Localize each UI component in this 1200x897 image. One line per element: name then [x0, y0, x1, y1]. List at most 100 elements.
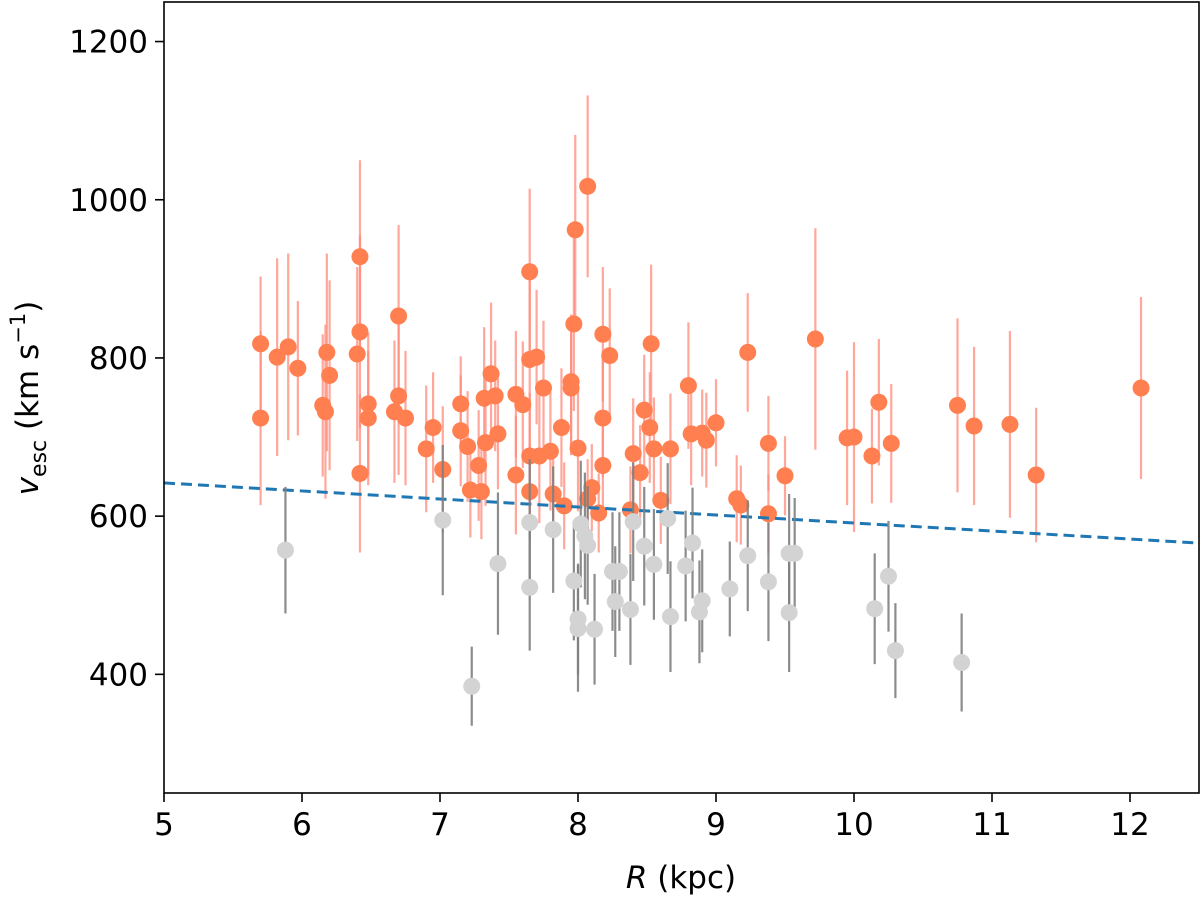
data-point — [569, 439, 587, 457]
x-tick-label: 5 — [154, 807, 174, 843]
data-point — [786, 544, 804, 562]
data-point — [276, 541, 294, 559]
data-point — [579, 177, 597, 195]
data-point — [882, 434, 900, 452]
data-point — [965, 417, 983, 435]
data-point — [624, 513, 642, 531]
data-point — [594, 457, 612, 475]
x-tick-label: 11 — [972, 807, 1011, 843]
data-point — [594, 325, 612, 343]
x-tick-label: 8 — [568, 807, 588, 843]
data-point — [351, 323, 369, 341]
data-point — [552, 419, 570, 437]
data-point — [486, 387, 504, 405]
data-point — [321, 366, 339, 384]
data-point — [565, 572, 583, 590]
y-tick-label: 800 — [89, 341, 148, 377]
x-axis-label: R (kpc) — [626, 860, 736, 896]
data-point — [279, 338, 297, 356]
data-point — [489, 555, 507, 573]
data-point — [863, 447, 881, 465]
x-tick-label: 7 — [430, 807, 450, 843]
data-point — [417, 440, 435, 458]
data-point — [693, 592, 711, 610]
data-point — [661, 440, 679, 458]
data-point — [624, 445, 642, 463]
data-point — [759, 573, 777, 591]
series-low — [276, 444, 971, 726]
y-tick-label: 1200 — [69, 25, 148, 61]
model-line — [164, 481, 1199, 545]
data-point — [521, 263, 539, 281]
data-point — [359, 409, 377, 427]
data-point — [472, 483, 490, 501]
data-point — [252, 409, 270, 427]
data-point — [652, 491, 670, 509]
series-high — [252, 95, 1150, 554]
data-point — [635, 401, 653, 419]
y-axis: 400 600 800 1000 1200 — [69, 25, 164, 693]
data-point — [489, 425, 507, 443]
data-point — [732, 496, 750, 514]
data-point — [1027, 466, 1045, 484]
data-point — [348, 345, 366, 363]
data-point — [397, 409, 414, 427]
data-point — [641, 419, 659, 437]
data-point — [707, 414, 725, 432]
data-point — [351, 464, 369, 482]
data-point — [677, 557, 695, 575]
data-point — [528, 348, 546, 366]
data-point — [359, 395, 377, 413]
data-point — [351, 248, 369, 266]
data-point — [579, 536, 597, 554]
data-point — [684, 534, 702, 552]
data-point — [318, 343, 336, 361]
data-point — [434, 511, 452, 529]
data-point — [594, 409, 612, 427]
data-point — [776, 467, 794, 485]
data-point — [759, 434, 777, 452]
data-point — [1132, 379, 1150, 397]
data-point — [949, 396, 966, 414]
data-point — [569, 619, 587, 637]
data-point — [659, 510, 677, 528]
y-tick-label: 1000 — [69, 183, 148, 219]
data-point — [697, 431, 715, 449]
data-point — [780, 604, 798, 622]
data-point — [541, 442, 559, 460]
data-point — [870, 393, 888, 411]
data-point — [452, 395, 470, 413]
data-point — [806, 330, 824, 348]
y-axis-label: vesc (km s−1) — [6, 301, 52, 496]
data-point — [880, 567, 897, 585]
data-point — [477, 434, 495, 452]
data-point — [679, 377, 697, 395]
x-tick-label: 9 — [706, 807, 726, 843]
data-point — [565, 315, 583, 333]
data-point — [289, 359, 307, 377]
data-point — [514, 396, 532, 414]
data-point — [739, 547, 757, 565]
data-point — [390, 307, 408, 325]
x-tick-label: 6 — [292, 807, 312, 843]
data-point — [390, 387, 408, 405]
data-point — [721, 580, 739, 598]
data-point — [252, 335, 270, 353]
data-point — [521, 578, 539, 596]
data-point — [739, 343, 757, 361]
data-point — [586, 620, 604, 638]
data-point — [470, 457, 488, 475]
data-point — [452, 422, 470, 440]
data-point — [268, 348, 286, 366]
x-tick-label: 10 — [834, 807, 873, 843]
y-tick-label: 600 — [89, 499, 148, 535]
data-point — [424, 419, 442, 437]
plot-area — [164, 95, 1199, 726]
data-point — [635, 537, 653, 555]
data-point — [535, 379, 552, 397]
data-point — [645, 555, 663, 573]
data-point — [631, 464, 649, 482]
data-point — [866, 600, 884, 618]
data-point — [661, 608, 679, 626]
data-point — [645, 440, 663, 458]
